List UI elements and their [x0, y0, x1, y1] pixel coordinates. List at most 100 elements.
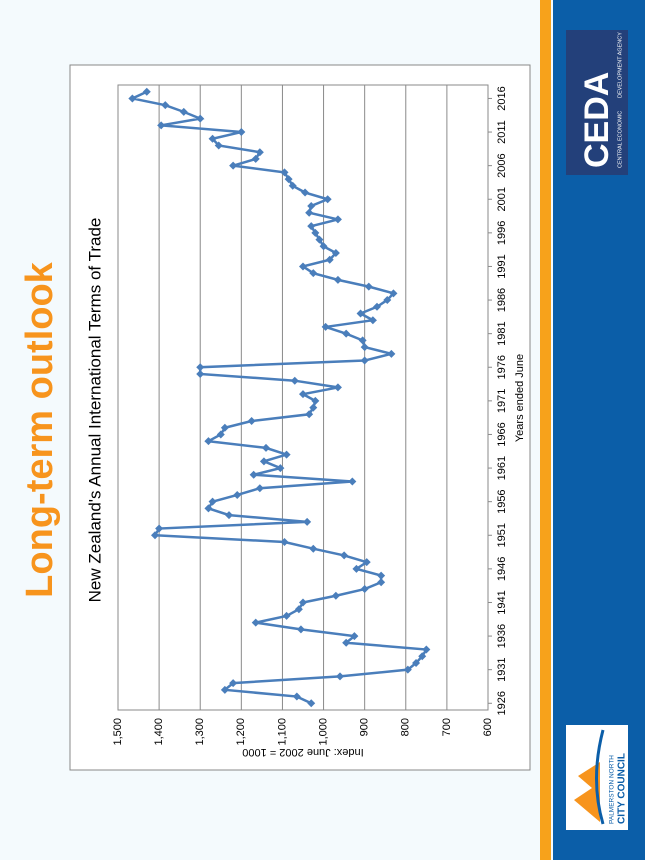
data-point — [249, 470, 258, 479]
ceda-name: CEDA — [578, 72, 616, 168]
data-point — [299, 390, 307, 399]
x-tick-label: 1946 — [496, 557, 508, 581]
data-point — [280, 537, 289, 546]
data-point — [208, 134, 217, 143]
plot-frame — [117, 84, 489, 711]
data-point — [216, 430, 225, 439]
data-point — [251, 618, 260, 627]
data-point — [307, 699, 316, 708]
data-point — [284, 175, 293, 184]
x-tick-label: 1996 — [496, 221, 508, 245]
pncc-line2: CITY COUNCIL — [617, 753, 628, 824]
data-point — [255, 484, 264, 493]
y-tick-label: 600 — [482, 718, 494, 736]
data-point — [142, 87, 151, 96]
data-point — [247, 417, 256, 426]
data-point — [360, 356, 369, 365]
data-point — [422, 645, 431, 654]
x-tick-label: 1986 — [496, 288, 508, 312]
data-point — [377, 571, 386, 580]
y-tick-label: 1,100 — [276, 718, 288, 746]
data-point — [305, 208, 314, 217]
ceda-tag2: DEVELOPMENT AGENCY — [617, 32, 623, 98]
data-point — [342, 329, 351, 338]
pncc-logo-arc — [595, 729, 605, 825]
data-point — [412, 658, 421, 667]
data-point — [299, 598, 307, 607]
data-point — [301, 188, 310, 197]
data-point — [315, 235, 324, 244]
data-point — [358, 336, 367, 345]
data-point — [255, 148, 264, 157]
data-point — [204, 504, 213, 513]
data-point — [323, 195, 332, 204]
data-point — [319, 242, 328, 251]
data-point — [299, 262, 307, 271]
x-tick-label: 1931 — [496, 657, 508, 681]
data-point — [321, 322, 330, 331]
data-point — [214, 141, 223, 150]
x-tick-label: 2006 — [496, 153, 508, 177]
chart-title: New Zealand's Annual International Terms… — [85, 218, 104, 603]
x-tick-label: 2001 — [496, 187, 508, 211]
data-point — [350, 632, 359, 641]
x-tick-label: 1951 — [496, 523, 508, 547]
data-point — [342, 638, 351, 647]
data-point — [307, 222, 316, 231]
ceda-logo — [566, 30, 628, 175]
data-point — [325, 255, 334, 264]
data-point — [196, 363, 205, 372]
data-point — [377, 578, 386, 587]
ceda-tag1: CENTRAL ECONOMIC — [617, 111, 623, 168]
data-point — [364, 282, 373, 291]
x-tick-label: 1961 — [496, 456, 508, 480]
data-point — [309, 544, 318, 553]
data-point — [220, 685, 229, 694]
data-point — [292, 692, 301, 701]
y-axis-label: Index: June 2002 = 1000 — [242, 746, 363, 758]
x-tick-label: 2016 — [496, 86, 508, 110]
data-point — [360, 343, 369, 352]
data-point — [155, 524, 164, 533]
data-point — [340, 551, 349, 560]
data-point — [208, 497, 217, 506]
data-point — [288, 181, 297, 190]
x-tick-label: 1971 — [496, 389, 508, 413]
x-tick-label: 1926 — [496, 691, 508, 715]
data-point — [305, 410, 314, 419]
slide-title: Long-term outlook — [19, 261, 61, 597]
data-point — [220, 423, 229, 432]
x-tick-label: 1936 — [496, 624, 508, 648]
footer-band — [553, 0, 645, 860]
data-point — [352, 564, 361, 573]
data-point — [282, 611, 291, 620]
y-tick-label: 900 — [359, 718, 371, 736]
data-point — [336, 672, 344, 681]
data-point — [309, 403, 318, 412]
data-point — [262, 443, 270, 452]
x-tick-label: 1991 — [496, 254, 508, 278]
pncc-line1: PALMERSTON NORTH — [609, 755, 616, 824]
data-point — [389, 289, 398, 298]
y-tick-label: 1,300 — [194, 718, 206, 746]
data-point — [128, 94, 137, 103]
y-tick-label: 1,500 — [112, 718, 124, 746]
data-point — [204, 437, 213, 446]
data-point — [348, 477, 357, 486]
data-point — [225, 511, 233, 520]
y-tick-label: 1,400 — [153, 718, 165, 746]
data-point — [151, 531, 159, 540]
data-point — [233, 490, 242, 499]
data-point — [282, 450, 291, 459]
x-tick-label: 1941 — [496, 590, 508, 614]
y-tick-label: 800 — [400, 718, 412, 736]
data-point — [303, 517, 312, 526]
data-point — [259, 457, 268, 466]
data-point — [307, 201, 316, 210]
data-point — [360, 585, 369, 594]
data-point — [387, 349, 396, 358]
x-tick-label: 1981 — [496, 321, 508, 345]
